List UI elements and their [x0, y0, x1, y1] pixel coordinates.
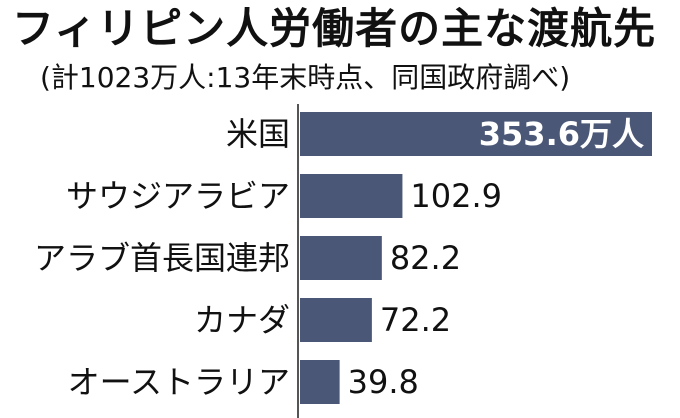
bar-4: [300, 298, 372, 342]
value-label-4: 72.2: [380, 301, 451, 339]
bar-2: [300, 174, 403, 218]
bar-3: [300, 236, 382, 280]
category-label-4: カナダ: [194, 301, 290, 339]
bar-5: [300, 360, 340, 404]
bar-1: [300, 112, 652, 156]
value-label-3: 82.2: [390, 239, 461, 277]
category-label-1: 米国: [226, 115, 290, 153]
chart-title: フィリピン人労働者の主な渡航先: [12, 4, 657, 53]
value-label-5: 39.8: [348, 363, 419, 401]
chart-subtitle: (計1023万人:13年末時点、同国政府調べ): [40, 61, 571, 94]
value-label-1: 353.6万人: [479, 115, 644, 153]
category-label-5: オーストラリア: [68, 363, 290, 401]
value-label-2: 102.9: [410, 177, 502, 215]
category-label-3: アラブ首長国連邦: [34, 239, 290, 277]
category-label-2: サウジアラビア: [66, 177, 290, 215]
